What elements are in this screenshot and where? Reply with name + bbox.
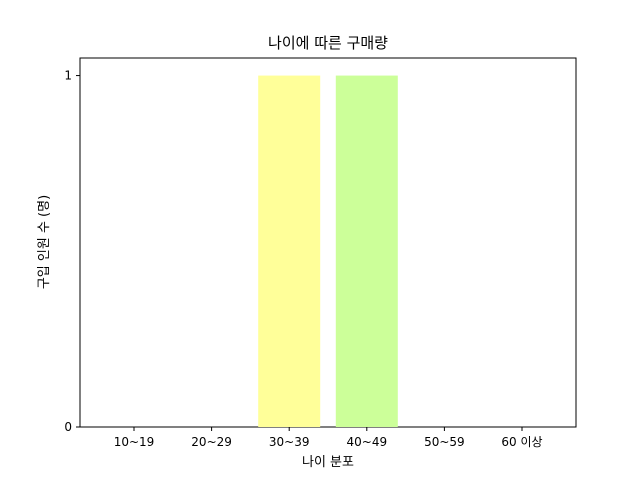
x-tick-label: 30~39 [269, 435, 310, 449]
y-axis-title: 구입 인원 수 (명) [37, 195, 52, 289]
x-tick-label: 40~49 [347, 435, 388, 449]
x-tick-label: 10~19 [114, 435, 155, 449]
y-tick-label: 0 [64, 420, 72, 434]
x-tick-label: 20~29 [191, 435, 232, 449]
y-axis: 01 [64, 69, 80, 434]
x-axis-title: 나이 분포 [302, 455, 354, 470]
y-tick-label: 1 [64, 69, 72, 83]
bars-group [258, 75, 398, 428]
x-tick-label: 60 이상 [501, 435, 542, 449]
chart-title: 나이에 따른 구매량 [268, 34, 388, 52]
bar-30~39 [258, 75, 321, 428]
x-tick-label: 50~59 [424, 435, 465, 449]
x-axis: 10~19 20~29 30~39 40~49 50~59 60 이상 [114, 427, 543, 449]
bar-40~49 [335, 75, 398, 428]
plot-area [79, 57, 577, 428]
